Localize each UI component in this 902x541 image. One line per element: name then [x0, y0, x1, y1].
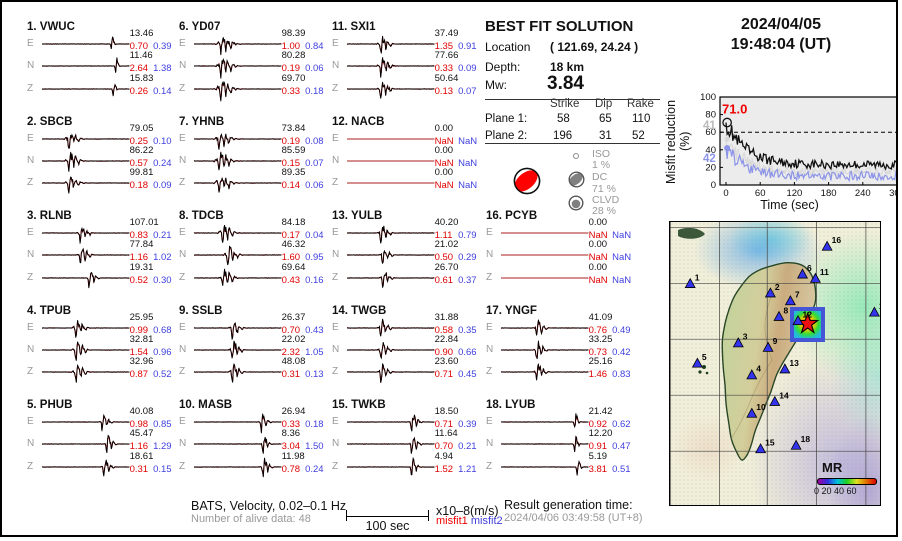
svg-text:2: 2: [775, 282, 780, 292]
svg-text:17: 17: [879, 301, 881, 311]
svg-text:13: 13: [789, 358, 799, 368]
svg-text:8: 8: [784, 305, 789, 315]
svg-text:11: 11: [820, 267, 829, 277]
svg-text:1: 1: [695, 272, 700, 282]
svg-text:100: 100: [700, 92, 716, 103]
svg-text:41: 41: [703, 120, 716, 132]
svg-text:4: 4: [756, 364, 761, 374]
svg-text:7: 7: [795, 290, 800, 300]
svg-text:71.0: 71.0: [722, 102, 747, 117]
svg-text:80: 80: [705, 110, 716, 121]
svg-text:14: 14: [779, 390, 789, 400]
svg-text:42: 42: [703, 153, 716, 165]
svg-text:0: 0: [711, 180, 716, 191]
svg-text:5: 5: [702, 352, 707, 362]
svg-text:10: 10: [756, 402, 766, 412]
svg-text:18: 18: [801, 434, 811, 444]
svg-text:16: 16: [832, 235, 842, 245]
svg-text:6: 6: [807, 263, 812, 273]
svg-text:3: 3: [743, 332, 748, 342]
svg-text:300: 300: [889, 188, 898, 199]
svg-text:9: 9: [773, 336, 778, 346]
svg-text:12: 12: [803, 310, 813, 320]
svg-text:15: 15: [765, 438, 775, 448]
